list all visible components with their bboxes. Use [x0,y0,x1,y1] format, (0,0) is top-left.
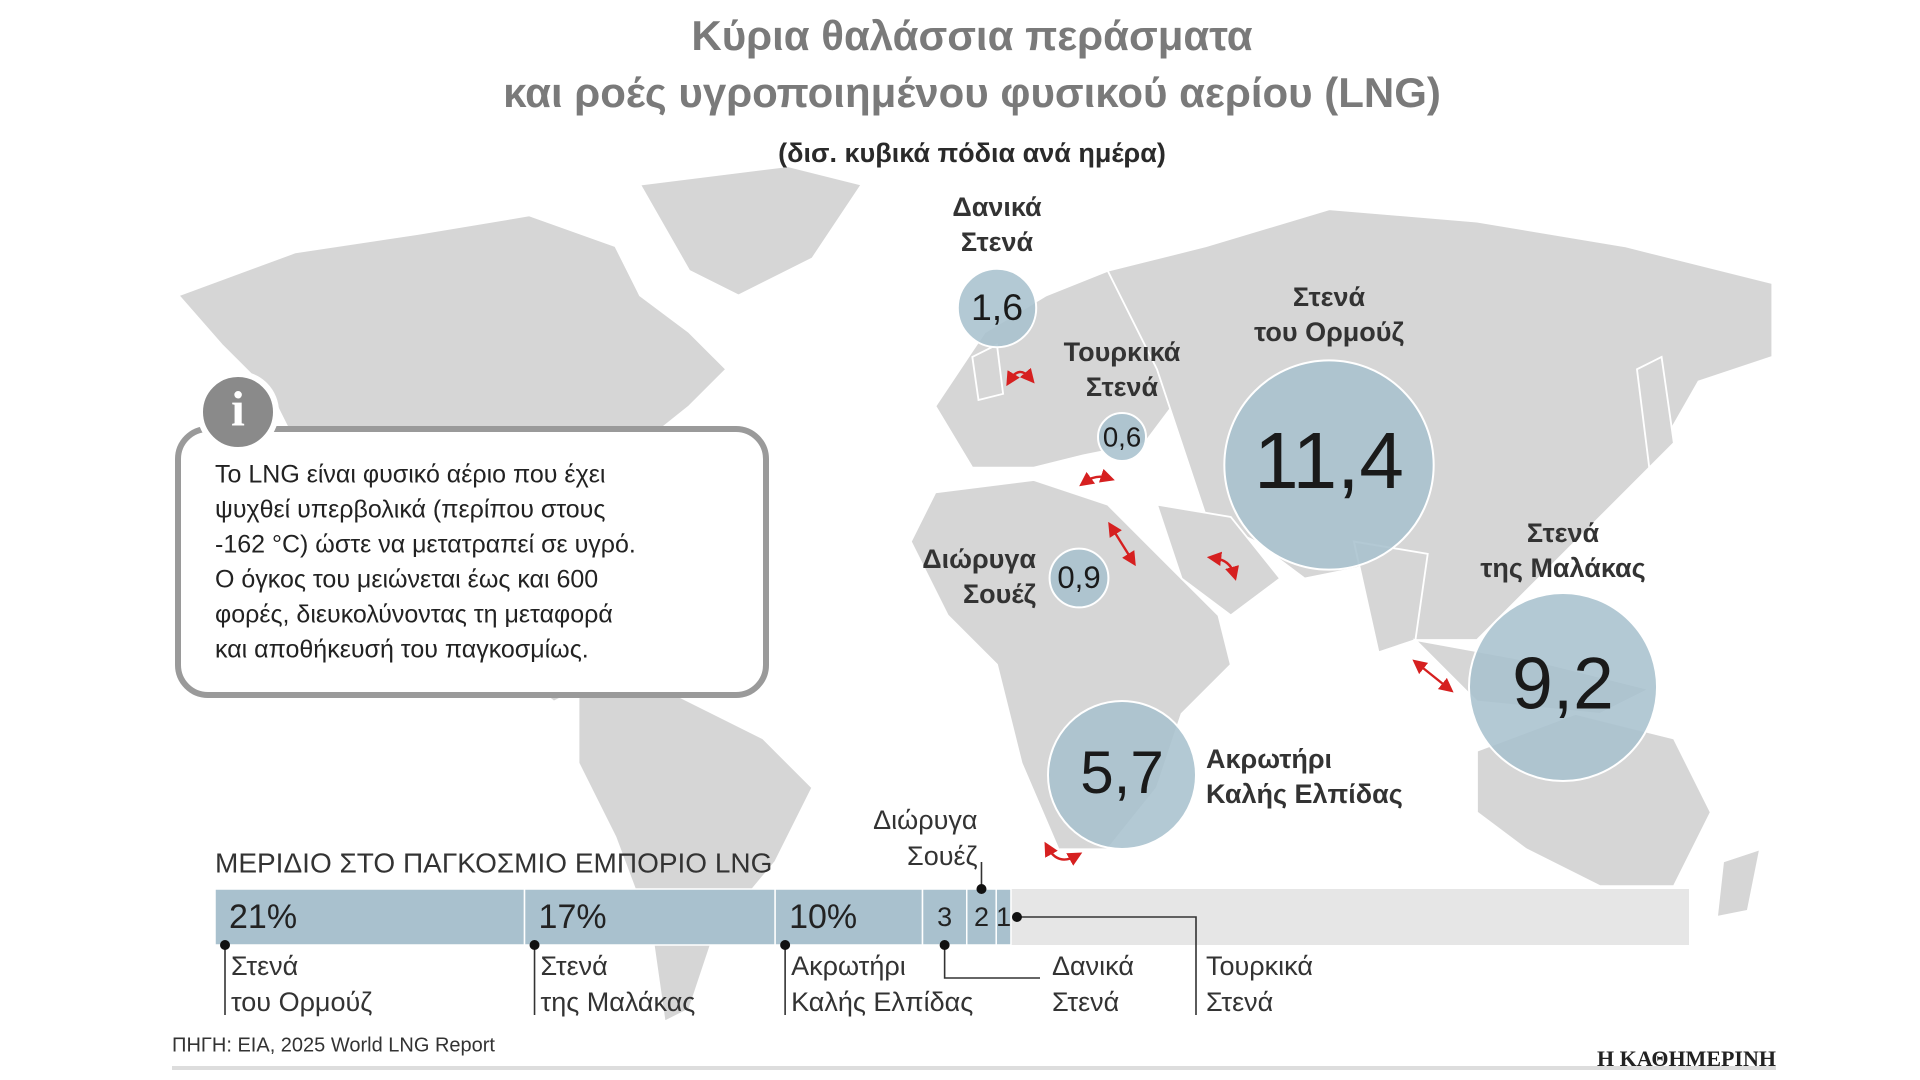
bubble [1096,411,1148,463]
segment-label: 2 [974,902,989,932]
bar-segment [774,888,924,946]
bubble [956,267,1038,349]
leader-dot [976,884,987,894]
segment-category: Καλής Ελπίδας [791,987,973,1017]
segment-category: Δανικά [1052,951,1134,981]
leader-line [943,945,1040,979]
leader-line [1016,916,1197,1015]
bubble-label: Στενά [961,227,1034,257]
bubble-label: Ακρωτήρι [1206,744,1332,774]
segment-label: 3 [937,902,952,932]
bubble-label: Δανικά [952,192,1042,222]
info-icon [197,371,279,453]
leader-dot [1011,912,1022,922]
segment-category: του Ορμούζ [231,987,372,1017]
leader-dot [220,940,230,950]
info-line: φορές, διευκολύνοντας τη μεταφορά [215,601,613,629]
segment-label: 1 [996,902,1011,932]
segment-category: της Μαλάκας [541,987,696,1017]
segment-category: Διώρυγα [873,805,977,835]
segment-category: Σουέζ [907,841,978,871]
info-line: Το LNG είναι φυσικό αέριο που έχει [215,461,605,489]
source: ΠΗΓΗ: EIA, 2025 World LNG Report [172,1034,495,1056]
segment-category: Στενά [1206,987,1273,1017]
bar-title: ΜΕΡΙΔΙΟ ΣΤΟ ΠΑΓΚΟΣΜΙΟ ΕΜΠΟΡΙΟ LNG [215,847,772,878]
info-line: Ο όγκος του μειώνεται έως και 600 [215,566,598,594]
segment-category: Ακρωτήρι [791,951,906,981]
bar-segment [214,888,526,946]
bar-segment [921,888,968,946]
segment-label: 17% [539,898,607,936]
bubble [1048,547,1110,609]
bubble-label: Διώρυγα [922,544,1036,574]
bubble-label: Στενά [1527,518,1600,548]
bubble-label: Σουέζ [963,579,1037,609]
bubble-label: Στενά [1293,282,1366,312]
strait-arrows [1006,367,1454,866]
leader-dot [780,940,791,950]
brand: Η ΚΑΘΗΜΕΡΙΝΗ [1597,1046,1776,1071]
bubble [1223,359,1435,571]
bubble-value: 0,6 [1103,421,1141,452]
bubble-value: 11,4 [1254,416,1404,505]
info-box: i Το LNG είναι φυσικό αέριο που έχει ψυχθ… [175,371,769,698]
info-frame [175,426,769,698]
info-line: και αποθήκευσή του παγκοσμίως. [215,636,589,664]
segment-category: Στενά [1052,987,1119,1017]
segment-category: Τουρκικά [1206,951,1313,981]
bubble-value: 0,9 [1057,560,1100,595]
leader-dot [939,940,950,950]
bubble-label: της Μαλάκας [1480,553,1645,583]
subtitle: (δισ. κυβικά πόδια ανά ημέρα) [778,138,1166,168]
bar-segment [995,888,1012,946]
segment-label: 21% [229,898,297,936]
bubble-label: Στενά [1086,372,1159,402]
bubble-label: του Ορμούζ [1254,317,1404,347]
info-line: ψυχθεί υπερβολικά (περίπου στους [215,496,605,524]
bubble [1046,699,1198,851]
info-line: -162 °C) ώστε να μετατραπεί σε υγρό. [215,531,636,559]
leader-dot [529,940,540,950]
bubble-label: Καλής Ελπίδας [1206,779,1403,809]
bubble [1467,591,1659,783]
segment-category: Στενά [231,951,298,981]
segment-label: 10% [789,898,857,936]
bubble-value: 5,7 [1080,739,1164,806]
bubble-value: 1,6 [971,286,1023,328]
bubble-label: Τουρκικά [1064,337,1181,367]
info-icon-text: i [231,380,245,436]
segment-category: Στενά [541,951,608,981]
title: και ροές υγροποιημένου φυσικού αερίου (L… [503,69,1441,116]
title: Κύρια θαλάσσια περάσματα [691,12,1252,59]
bubble-value: 9,2 [1512,643,1614,724]
